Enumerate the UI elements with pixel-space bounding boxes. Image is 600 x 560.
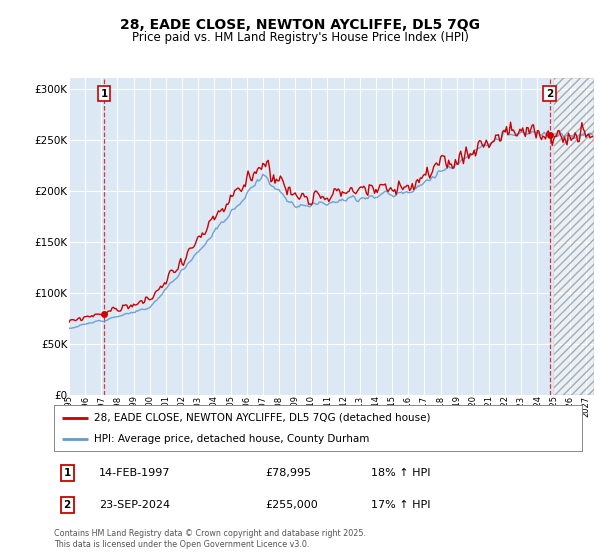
Text: 28, EADE CLOSE, NEWTON AYCLIFFE, DL5 7QG (detached house): 28, EADE CLOSE, NEWTON AYCLIFFE, DL5 7QG… <box>94 413 430 423</box>
Text: 23-SEP-2024: 23-SEP-2024 <box>99 500 170 510</box>
Bar <box>554 78 594 395</box>
Text: Price paid vs. HM Land Registry's House Price Index (HPI): Price paid vs. HM Land Registry's House … <box>131 31 469 44</box>
Text: 28, EADE CLOSE, NEWTON AYCLIFFE, DL5 7QG: 28, EADE CLOSE, NEWTON AYCLIFFE, DL5 7QG <box>120 18 480 32</box>
Text: HPI: Average price, detached house, County Durham: HPI: Average price, detached house, Coun… <box>94 434 369 444</box>
Text: 2: 2 <box>64 500 71 510</box>
Text: 14-FEB-1997: 14-FEB-1997 <box>99 468 170 478</box>
Text: 1: 1 <box>100 88 107 99</box>
Text: 18% ↑ HPI: 18% ↑ HPI <box>371 468 430 478</box>
Text: Contains HM Land Registry data © Crown copyright and database right 2025.
This d: Contains HM Land Registry data © Crown c… <box>54 529 366 549</box>
Bar <box>554 78 594 395</box>
Text: 2: 2 <box>546 88 553 99</box>
Text: 1: 1 <box>64 468 71 478</box>
Text: £255,000: £255,000 <box>265 500 318 510</box>
Text: £78,995: £78,995 <box>265 468 311 478</box>
Text: 17% ↑ HPI: 17% ↑ HPI <box>371 500 430 510</box>
